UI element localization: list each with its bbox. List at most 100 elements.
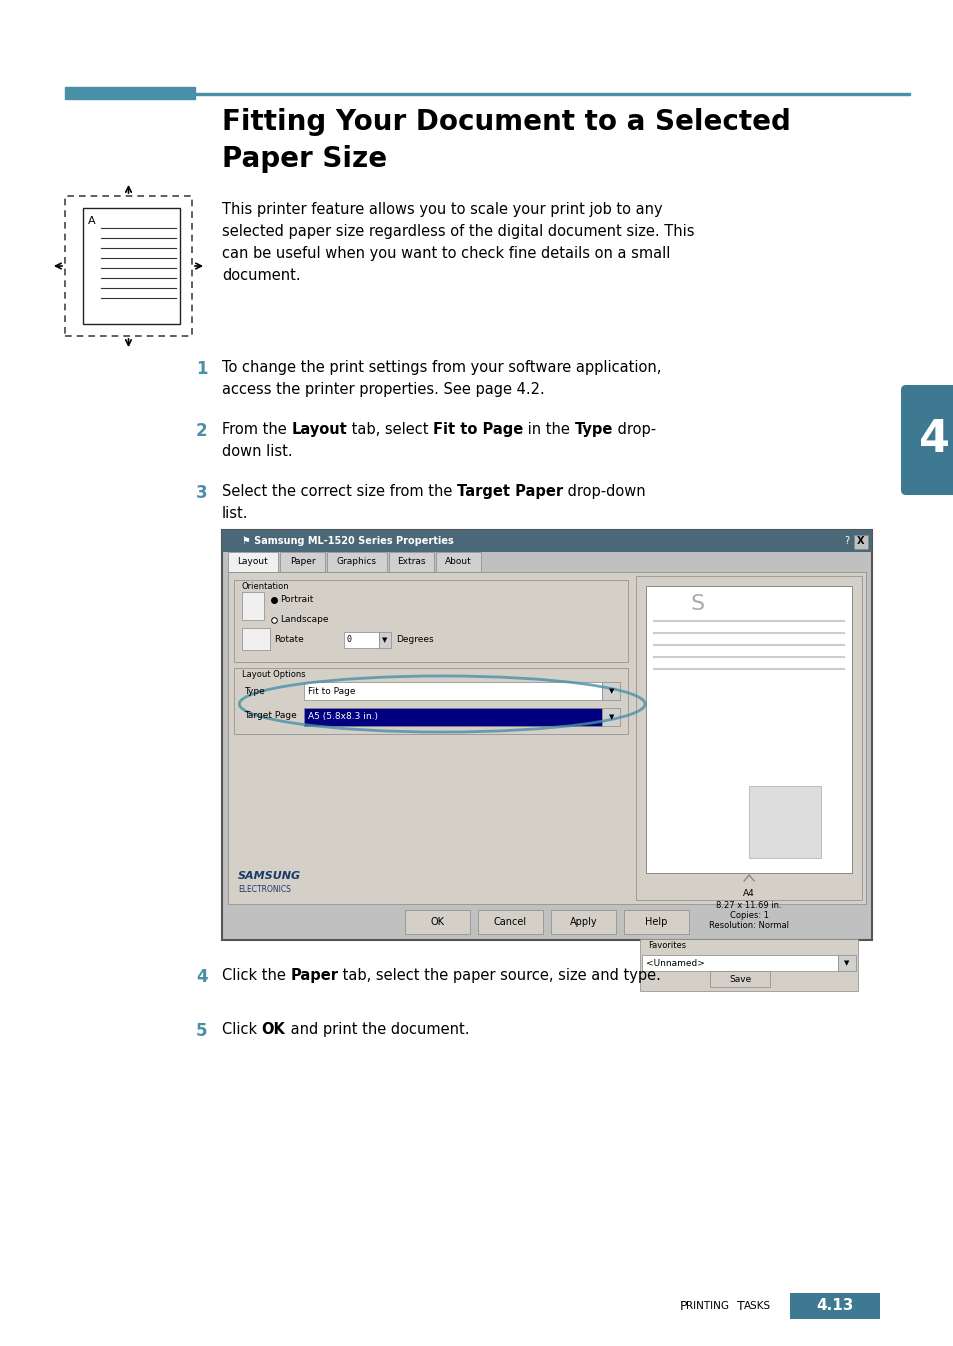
Text: Cancel: Cancel <box>494 917 526 927</box>
Bar <box>601 708 619 725</box>
Bar <box>709 970 769 987</box>
Text: X: X <box>857 536 863 546</box>
Bar <box>389 552 434 572</box>
Text: ASKS: ASKS <box>743 1302 770 1311</box>
Bar <box>242 629 270 650</box>
Text: A5 (5.8x8.3 in.): A5 (5.8x8.3 in.) <box>308 712 377 721</box>
FancyBboxPatch shape <box>900 385 953 495</box>
Text: 5: 5 <box>195 1022 208 1040</box>
Bar <box>65 87 194 100</box>
Text: Resolution: Normal: Resolution: Normal <box>708 921 788 930</box>
Bar <box>648 588 853 875</box>
Text: Layout: Layout <box>237 557 268 567</box>
Bar <box>853 534 867 549</box>
Text: document.: document. <box>222 268 300 283</box>
Text: Rotate: Rotate <box>274 635 303 645</box>
Text: ▼: ▼ <box>608 713 614 720</box>
Text: Target Page: Target Page <box>244 712 296 720</box>
Text: Fit to Page: Fit to Page <box>308 686 355 696</box>
Text: Copies: 1: Copies: 1 <box>729 911 768 921</box>
Bar <box>280 552 325 572</box>
Text: To change the print settings from your software application,: To change the print settings from your s… <box>222 359 660 376</box>
Text: OK: OK <box>430 917 444 927</box>
Text: Click: Click <box>222 1022 261 1036</box>
Text: Fitting Your Document to a Selected: Fitting Your Document to a Selected <box>222 108 790 136</box>
Text: A: A <box>88 215 95 226</box>
Bar <box>837 956 855 970</box>
Text: Layout Options: Layout Options <box>242 670 305 678</box>
Text: can be useful when you want to check fine details on a small: can be useful when you want to check fin… <box>222 246 670 261</box>
Text: Extras: Extras <box>396 557 425 567</box>
Bar <box>194 93 909 96</box>
Text: Paper: Paper <box>291 968 338 983</box>
Text: list.: list. <box>222 506 248 521</box>
Bar <box>222 530 871 940</box>
Text: ▼: ▼ <box>608 688 614 695</box>
Bar <box>233 668 628 734</box>
Bar <box>405 910 470 934</box>
Text: ⚑ Samsung ML-1520 Series Properties: ⚑ Samsung ML-1520 Series Properties <box>242 536 454 546</box>
Text: Landscape: Landscape <box>280 615 328 625</box>
Text: About: About <box>445 557 472 567</box>
Text: Degrees: Degrees <box>395 635 434 645</box>
Text: tab, select: tab, select <box>347 423 433 437</box>
Bar <box>222 530 871 552</box>
Bar <box>748 786 821 857</box>
Bar <box>477 910 542 934</box>
Bar <box>436 552 480 572</box>
Text: Help: Help <box>644 917 667 927</box>
Text: Portrait: Portrait <box>280 595 313 604</box>
Text: ▼: ▼ <box>843 960 849 966</box>
Text: Graphics: Graphics <box>336 557 376 567</box>
Text: Apply: Apply <box>569 917 597 927</box>
Bar <box>378 633 391 647</box>
Text: and print the document.: and print the document. <box>285 1022 469 1036</box>
Bar <box>639 940 857 991</box>
Text: Paper Size: Paper Size <box>222 145 387 174</box>
Text: Save: Save <box>728 975 751 984</box>
Text: A4: A4 <box>742 888 754 898</box>
Bar <box>645 586 851 874</box>
Text: T: T <box>737 1299 744 1312</box>
Text: drop-: drop- <box>613 423 656 437</box>
Text: Orientation: Orientation <box>242 581 290 591</box>
Text: 1: 1 <box>195 359 208 378</box>
FancyBboxPatch shape <box>65 197 192 336</box>
Text: down list.: down list. <box>222 444 293 459</box>
Text: Fit to Page: Fit to Page <box>433 423 523 437</box>
Text: Target Paper: Target Paper <box>456 485 562 499</box>
Text: 4: 4 <box>919 419 949 462</box>
Text: ELECTRONICS: ELECTRONICS <box>237 884 291 894</box>
Bar <box>641 956 837 970</box>
Bar <box>304 682 601 700</box>
Text: Layout: Layout <box>291 423 347 437</box>
Text: OK: OK <box>261 1022 285 1036</box>
Text: 4: 4 <box>195 968 208 987</box>
Text: selected paper size regardless of the digital document size. This: selected paper size regardless of the di… <box>222 223 694 240</box>
Bar <box>304 708 601 725</box>
Bar <box>344 633 378 647</box>
Text: drop-down: drop-down <box>562 485 645 499</box>
Text: ▼: ▼ <box>382 637 387 643</box>
Bar <box>228 552 277 572</box>
Bar <box>327 552 387 572</box>
Bar <box>601 682 619 700</box>
Text: This printer feature allows you to scale your print job to any: This printer feature allows you to scale… <box>222 202 662 217</box>
Bar <box>228 572 865 905</box>
Text: 3: 3 <box>195 485 208 502</box>
Text: 2: 2 <box>195 423 208 440</box>
Bar <box>789 1294 879 1319</box>
Bar <box>83 209 180 324</box>
Text: Click the: Click the <box>222 968 291 983</box>
Text: Paper: Paper <box>290 557 315 567</box>
Text: SAMSUNG: SAMSUNG <box>237 871 301 882</box>
Text: From the: From the <box>222 423 291 437</box>
Text: P: P <box>679 1299 687 1312</box>
Text: in the: in the <box>523 423 575 437</box>
Text: ?: ? <box>843 536 849 546</box>
Text: 8.27 x 11.69 in.: 8.27 x 11.69 in. <box>716 900 781 910</box>
Bar <box>551 910 616 934</box>
Text: access the printer properties. See page 4.2.: access the printer properties. See page … <box>222 382 544 397</box>
Bar <box>242 592 264 621</box>
Text: S: S <box>690 594 704 614</box>
